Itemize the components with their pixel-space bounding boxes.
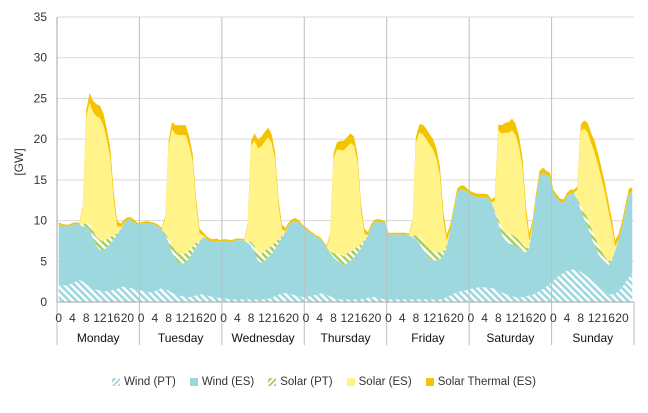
x-tick-thursday-0: 0 [303, 311, 310, 325]
x-tick-wednesday-16: 16 [272, 311, 286, 325]
legend-swatch-solar-es [346, 378, 355, 386]
x-tick-tuesday-0: 0 [138, 311, 145, 325]
x-tick-tuesday-12: 12 [176, 311, 190, 325]
x-tick-friday-8: 8 [413, 311, 420, 325]
legend-swatch-solar-pt [268, 378, 277, 386]
x-tick-wednesday-4: 4 [234, 311, 241, 325]
x-tick-tuesday-16: 16 [189, 311, 203, 325]
x-tick-labels: 0 4 8 12 16 20 0 4 8 12 16 20 0 4 8 12 16 20 0 4 8 12 16 20 0 4 8 1… [55, 311, 629, 325]
x-tick-monday-4: 4 [69, 311, 76, 325]
x-tick-thursday-8: 8 [330, 311, 337, 325]
y-tick-15: 15 [34, 173, 48, 187]
y-axis-title: [GW] [12, 148, 26, 175]
chart-legend: Wind (PT) Wind (ES) Solar (PT) Solar (ES) So… [0, 376, 648, 388]
x-tick-monday-12: 12 [93, 311, 107, 325]
x-tick-friday-16: 16 [437, 311, 451, 325]
y-tick-10: 10 [34, 214, 48, 228]
y-tick-30: 30 [34, 51, 48, 65]
x-tick-saturday-16: 16 [519, 311, 533, 325]
x-tick-saturday-8: 8 [495, 311, 502, 325]
y-tick-labels: 0 5 10 15 20 25 30 35 [34, 10, 48, 309]
x-tick-tuesday-8: 8 [165, 311, 172, 325]
legend-item-wind-es: Wind (ES) [189, 376, 255, 388]
legend-item-solar-thermal-es: Solar Thermal (ES) [425, 376, 536, 388]
x-tick-sunday-0: 0 [550, 311, 557, 325]
area-wind-es [58, 172, 633, 300]
legend-item-wind-pt: Wind (PT) [112, 376, 176, 388]
day-label-monday: Monday [77, 331, 120, 345]
legend-label-solar-es: Solar (ES) [358, 376, 412, 388]
x-tick-saturday-12: 12 [505, 311, 519, 325]
legend-swatch-wind-es [189, 378, 198, 386]
x-tick-monday-0: 0 [55, 311, 62, 325]
x-tick-friday-0: 0 [385, 311, 392, 325]
x-tick-sunday-16: 16 [602, 311, 616, 325]
x-tick-monday-20: 20 [121, 311, 135, 325]
legend-swatch-solar-thermal-es [425, 378, 434, 386]
x-tick-friday-4: 4 [399, 311, 406, 325]
x-tick-tuesday-20: 20 [203, 311, 217, 325]
axes [56, 17, 635, 345]
x-tick-sunday-20: 20 [615, 311, 629, 325]
x-tick-wednesday-0: 0 [220, 311, 227, 325]
x-tick-thursday-4: 4 [316, 311, 323, 325]
x-tick-wednesday-20: 20 [286, 311, 300, 325]
y-tick-35: 35 [34, 10, 48, 24]
area-solar-es [58, 102, 633, 262]
x-tick-tuesday-4: 4 [152, 311, 159, 325]
day-label-sunday: Sunday [572, 331, 613, 345]
legend-label-wind-pt: Wind (PT) [124, 376, 176, 388]
x-tick-saturday-0: 0 [468, 311, 475, 325]
x-tick-thursday-12: 12 [341, 311, 355, 325]
area-wind-pt [58, 269, 633, 302]
stacked-areas [58, 92, 633, 302]
x-tick-friday-12: 12 [423, 311, 437, 325]
legend-label-wind-es: Wind (ES) [201, 376, 255, 388]
day-label-tuesday: Tuesday [158, 331, 204, 345]
x-tick-monday-16: 16 [107, 311, 121, 325]
x-tick-sunday-12: 12 [588, 311, 602, 325]
legend-item-solar-es: Solar (ES) [346, 376, 412, 388]
day-label-saturday: Saturday [486, 331, 534, 345]
x-tick-friday-20: 20 [450, 311, 464, 325]
x-tick-saturday-4: 4 [481, 311, 488, 325]
x-tick-saturday-20: 20 [533, 311, 547, 325]
day-labels: Monday Tuesday Wednesday Thursday Friday Satu… [77, 331, 613, 345]
legend-label-solar-thermal-es: Solar Thermal (ES) [437, 376, 536, 388]
legend-swatch-wind-pt [112, 378, 121, 386]
day-separators [138, 17, 553, 302]
day-label-friday: Friday [411, 331, 444, 345]
y-tick-5: 5 [40, 254, 47, 268]
day-label-wednesday: Wednesday [231, 331, 294, 345]
legend-label-solar-pt: Solar (PT) [280, 376, 333, 388]
x-tick-thursday-20: 20 [368, 311, 382, 325]
x-tick-wednesday-8: 8 [248, 311, 255, 325]
legend-item-solar-pt: Solar (PT) [268, 376, 333, 388]
day-label-thursday: Thursday [320, 331, 370, 345]
x-tick-wednesday-12: 12 [258, 311, 272, 325]
x-tick-thursday-16: 16 [354, 311, 368, 325]
y-tick-20: 20 [34, 132, 48, 146]
x-tick-monday-8: 8 [83, 311, 90, 325]
y-tick-25: 25 [34, 91, 48, 105]
y-tick-0: 0 [40, 295, 47, 309]
x-tick-sunday-8: 8 [577, 311, 584, 325]
x-tick-sunday-4: 4 [564, 311, 571, 325]
